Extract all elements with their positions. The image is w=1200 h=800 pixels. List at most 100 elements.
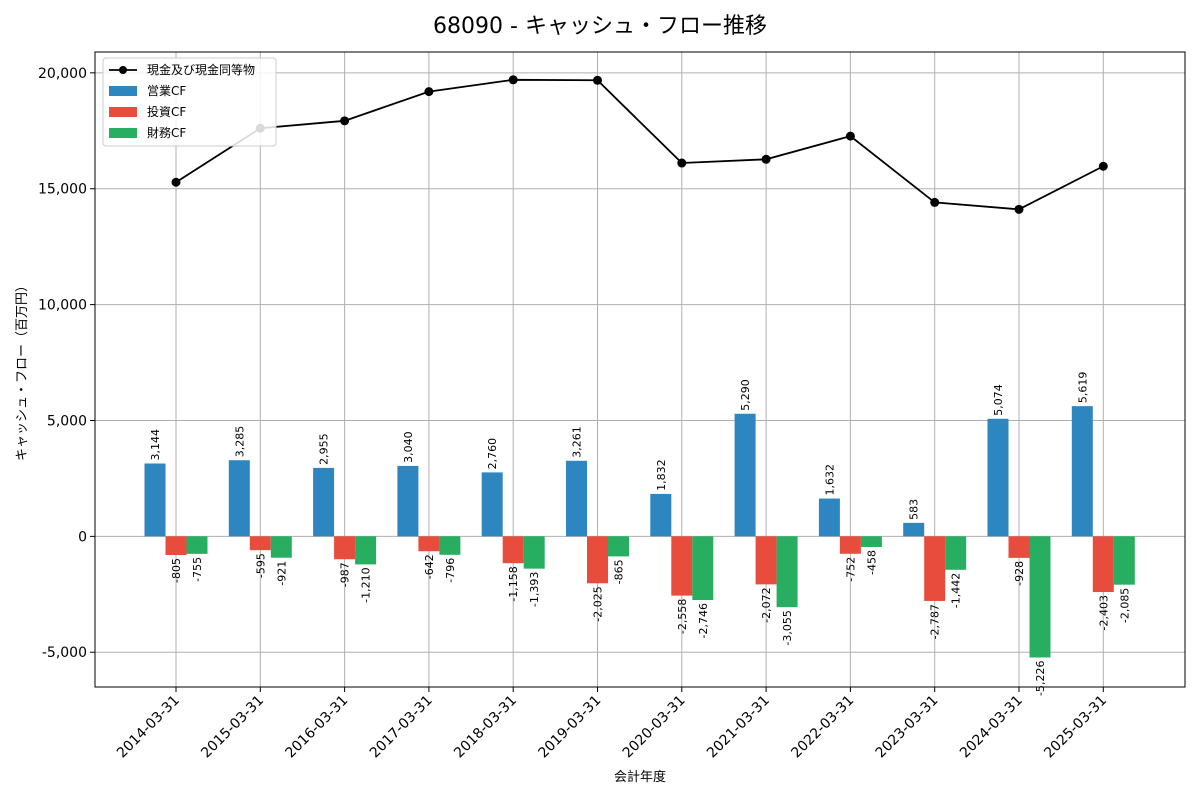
bar-value-label: -2,085 [1118, 588, 1131, 623]
bar-営業CF [144, 463, 166, 537]
bar-営業CF [734, 413, 756, 537]
bar-投資CF [249, 536, 271, 551]
cash-point [761, 154, 771, 164]
bar-value-label: 3,144 [149, 429, 162, 461]
cash-point [1098, 161, 1108, 171]
y-tick-label: -5,000 [42, 645, 87, 661]
bar-財務CF [860, 536, 882, 547]
bar-投資CF [418, 536, 440, 552]
legend-label: 現金及び現金同等物 [147, 62, 255, 77]
x-tick-label: 2018-03-31 [451, 693, 520, 762]
bar-value-label: -752 [844, 557, 857, 582]
legend-swatch [109, 107, 137, 117]
bar-value-label: 1,632 [823, 464, 836, 496]
bar-value-label: -642 [423, 554, 436, 579]
bar-value-label: 583 [908, 499, 921, 520]
bar-投資CF [502, 536, 524, 564]
cash-point [593, 75, 602, 85]
bar-財務CF [355, 536, 377, 565]
y-axis: -5,000 0 5,000 10,000 15,000 20,000 [38, 66, 95, 661]
grid [95, 52, 1185, 687]
bar-財務CF [1113, 536, 1135, 585]
bar-value-label: -1,442 [950, 573, 963, 608]
x-tick-label: 2024-03-31 [957, 693, 1026, 762]
bar-営業CF [228, 460, 250, 537]
bar-value-label: -2,787 [929, 604, 942, 639]
plot-frame [94, 51, 1186, 688]
bar-財務CF [945, 536, 967, 570]
bar-営業CF [903, 522, 925, 537]
x-axis: 2014-03-31 2015-03-31 2016-03-31 2017-03-31… [114, 687, 1110, 761]
bar-営業CF [818, 498, 840, 537]
bar-value-label: -5,226 [1034, 660, 1047, 695]
bar-value-label: 2,955 [318, 433, 331, 465]
bar-value-label: -987 [339, 562, 352, 587]
bar-財務CF [692, 536, 714, 601]
cash-point [930, 197, 940, 207]
bar-財務CF [186, 536, 208, 554]
bar-value-label: 1,832 [655, 459, 668, 491]
bar-value-label: 5,074 [992, 384, 1005, 416]
legend-label: 投資CF [147, 104, 186, 119]
bar-財務CF [439, 536, 461, 555]
bar-value-label: 5,619 [1076, 372, 1089, 404]
legend-box [102, 57, 277, 147]
bar-投資CF [755, 536, 777, 585]
bar-営業CF [1071, 406, 1093, 537]
cash-point [677, 158, 687, 168]
bar-value-label: -865 [613, 559, 626, 584]
bar-value-label: -1,158 [507, 566, 520, 601]
legend-label: 財務CF [147, 125, 186, 140]
bar-投資CF [587, 536, 608, 584]
bar-財務CF [776, 536, 798, 608]
chart-title: 68090 - キャッシュ・フロー推移 [433, 14, 767, 39]
bar-投資CF [1008, 536, 1030, 558]
bar-value-label: 3,040 [402, 431, 415, 463]
bar-営業CF [650, 493, 672, 537]
cash-line-path [175, 78, 1104, 211]
bar-value-label: -2,746 [697, 603, 710, 638]
y-axis-label: キャッシュ・フロー（百万円） [15, 279, 30, 461]
bar-value-label: -1,210 [360, 567, 373, 602]
legend-label: 営業CF [147, 84, 186, 98]
y-tick-label: 0 [78, 529, 87, 545]
bar-投資CF [839, 536, 861, 554]
legend-marker [119, 66, 127, 74]
cash-point [171, 177, 181, 187]
bar-value-label: 2,760 [486, 438, 499, 470]
x-tick-label: 2015-03-31 [198, 693, 267, 762]
bar-財務CF [270, 536, 292, 558]
cash-point [508, 75, 518, 85]
bar-投資CF [1092, 536, 1114, 593]
bar-営業CF [313, 467, 335, 537]
bar-value-label: 3,261 [571, 426, 584, 458]
legend-swatch [109, 128, 137, 138]
bars [144, 406, 1135, 658]
bar-投資CF [334, 536, 356, 560]
cash-point [424, 87, 434, 97]
y-tick-label: 10,000 [38, 298, 87, 314]
bar-営業CF [481, 472, 503, 537]
bar-value-label: -2,025 [592, 586, 605, 621]
bar-value-label: -755 [191, 557, 204, 582]
x-axis-label: 会計年度 [614, 769, 666, 785]
y-tick-label: 15,000 [38, 182, 87, 198]
x-tick-label: 2019-03-31 [535, 693, 604, 762]
x-tick-label: 2016-03-31 [283, 693, 352, 762]
legend-swatch [109, 86, 137, 96]
bar-value-label: -595 [254, 553, 267, 578]
bar-投資CF [671, 536, 693, 596]
cash-point [845, 131, 855, 141]
bar-投資CF [165, 536, 187, 556]
bar-value-label: -3,055 [781, 610, 794, 645]
bar-value-label: -805 [170, 558, 183, 583]
bar-営業CF [397, 465, 419, 537]
bar-value-label: -2,558 [676, 599, 689, 634]
x-tick-label: 2014-03-31 [114, 693, 183, 762]
x-tick-label: 2017-03-31 [367, 693, 436, 762]
x-tick-label: 2022-03-31 [788, 693, 857, 762]
bar-営業CF [566, 460, 587, 537]
x-tick-label: 2025-03-31 [1041, 693, 1110, 762]
bar-value-label: -921 [275, 561, 288, 586]
